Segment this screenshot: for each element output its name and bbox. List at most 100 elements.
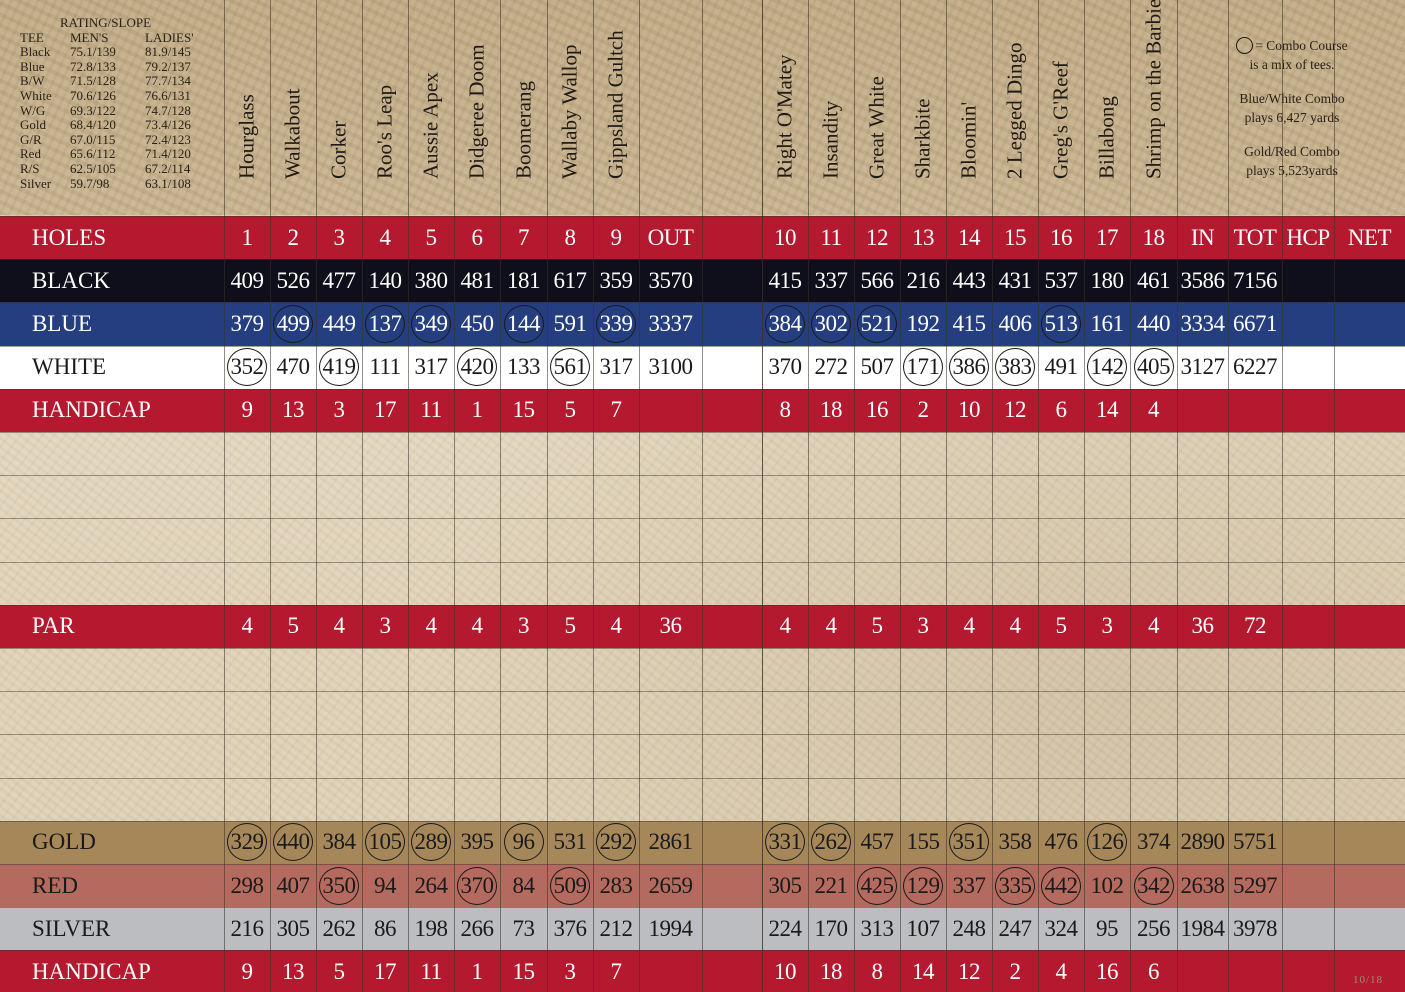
grid-horizontal-line [0, 950, 1405, 952]
grid-vertical-line [900, 0, 901, 992]
cell-value: 9 [241, 397, 254, 423]
cell-value: 313 [860, 915, 895, 941]
hole-name-column: Right O'Matey [762, 0, 808, 210]
rating-cell: 67.2/114 [145, 160, 191, 176]
cell-value: 4 [379, 224, 392, 250]
cell-value: 283 [599, 872, 634, 898]
cell-value: 358 [998, 829, 1033, 855]
cell-value: 409 [230, 267, 265, 293]
grid-vertical-line [1282, 0, 1283, 992]
row-cell: 94 [362, 864, 408, 907]
combo-circled-value: 105 [365, 823, 405, 862]
grid-vertical-line [1334, 0, 1335, 992]
row-cell: 221 [808, 864, 854, 907]
row-cell: 4 [946, 605, 992, 648]
combo-circled-value: 350 [319, 866, 359, 905]
cell-value: 13 [282, 958, 305, 984]
rating-header-cell: MEN'S [70, 29, 109, 45]
row-cell: 350 [316, 864, 362, 907]
cell-value: 10 [774, 224, 797, 250]
row-cell: 499 [270, 302, 316, 345]
rating-cell: 69.3/122 [70, 102, 116, 118]
rating-row: B/W 71.5/128 77.7/134 [20, 74, 225, 89]
row-cell: 73 [500, 907, 547, 950]
cell-value: 449 [322, 310, 357, 336]
hole-name-column: Hourglass [224, 0, 270, 210]
grid-vertical-line [1228, 0, 1229, 992]
row-cell: 4 [1038, 950, 1084, 992]
cell-value: 380 [414, 267, 449, 293]
cell-value: 4 [1148, 397, 1160, 423]
row-cell: 16 [1084, 950, 1130, 992]
cell-value: 491 [1044, 354, 1079, 380]
grid-horizontal-line [0, 604, 1405, 606]
row-cell: 137 [362, 302, 408, 345]
row-cell: 339 [593, 302, 639, 345]
hole-name-column: Corker [316, 0, 362, 210]
row-cell: 17 [362, 950, 408, 992]
row-cell: 591 [547, 302, 593, 345]
row-cell: 5 [547, 389, 593, 432]
row-cell: 420 [454, 346, 500, 389]
cell-value: 15 [512, 397, 536, 423]
row-cell: 358 [992, 821, 1038, 864]
cell-value: 1 [471, 958, 484, 984]
combo-circled-value: 499 [273, 304, 313, 343]
rating-cell: 71.4/120 [145, 146, 191, 162]
row-cell: 415 [946, 302, 992, 345]
cell-value: 476 [1044, 829, 1079, 855]
cell-value: 221 [814, 872, 849, 898]
grid-vertical-line [270, 0, 271, 992]
grid-horizontal-line [0, 907, 1405, 909]
combo-circle-icon [1236, 37, 1254, 54]
rating-cell: 71.5/128 [70, 73, 116, 89]
grid-horizontal-line [0, 388, 1405, 390]
combo-circled-value: 96 [503, 823, 544, 862]
row-cell: 216 [900, 259, 946, 302]
row-cell: 521 [854, 302, 900, 345]
rating-cell: B/W [20, 73, 45, 89]
hole-name: Didgeree Doom [464, 44, 489, 179]
row-cell: 18 [808, 950, 854, 992]
cell-value: 1 [241, 224, 254, 250]
row-cell: 380 [408, 259, 454, 302]
hole-name: Gippsland Gultch [603, 30, 628, 179]
row-cell: 140 [362, 259, 408, 302]
combo-circled-value: 142 [1087, 348, 1127, 387]
row-cell: 10 [946, 389, 992, 432]
row-cell: 302 [808, 302, 854, 345]
cell-value: 14 [958, 224, 981, 250]
cell-value: 140 [368, 267, 403, 293]
cell-value: 73 [512, 915, 536, 941]
cell-value: 6 [1055, 397, 1068, 423]
row-cell: 5 [854, 605, 900, 648]
row-cell: 12 [992, 389, 1038, 432]
cell-value: 566 [860, 267, 895, 293]
grid-vertical-line [454, 0, 455, 992]
row-cell: 111 [362, 346, 408, 389]
legend-combo-line1: = Combo Course [1255, 38, 1348, 53]
grid-horizontal-line [0, 691, 1405, 693]
cell-value: 192 [906, 310, 941, 336]
row-cell: 415 [762, 259, 808, 302]
grid-horizontal-line [0, 259, 1405, 261]
row-cell: 3 [316, 216, 362, 259]
cell-value: 272 [814, 354, 849, 380]
cell-value: 317 [414, 354, 449, 380]
row-cell: 84 [500, 864, 547, 907]
cell-value: 617 [553, 267, 588, 293]
grid-vertical-line [854, 0, 855, 992]
row-cell: 18 [808, 389, 854, 432]
rating-cell: 72.8/133 [70, 58, 116, 74]
grid-vertical-line [224, 0, 225, 992]
row-black: BLACK 409 526 477 140 380 481 181 617 359 3570 415 3… [0, 259, 1405, 303]
row-cell: 272 [808, 346, 854, 389]
row-cell: 155 [900, 821, 946, 864]
row-cell: 4 [454, 605, 500, 648]
cell-value: 266 [460, 915, 495, 941]
cell-value: 248 [952, 915, 987, 941]
cell-value: 305 [276, 915, 311, 941]
hole-name: Shrimp on the Barbie [1141, 0, 1165, 179]
cell-value: 11 [420, 958, 442, 984]
